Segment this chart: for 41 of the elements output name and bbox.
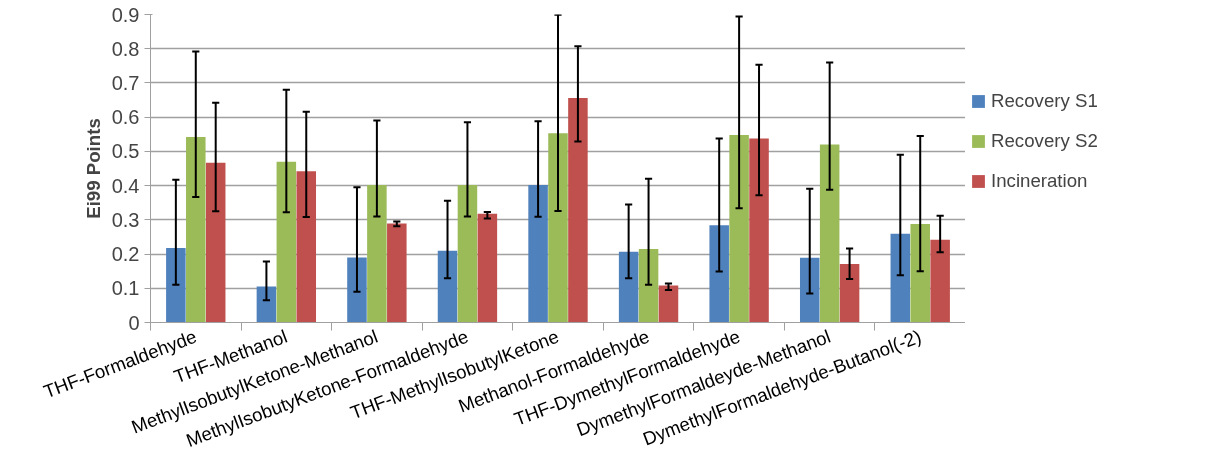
bar: [618, 251, 639, 323]
bar: [276, 161, 297, 323]
bar: [296, 171, 317, 323]
bar: [186, 137, 206, 323]
y-tick-label: 0.8: [111, 37, 140, 60]
bar: [256, 286, 277, 323]
bar: [387, 223, 407, 323]
y-tick-label: 0.5: [111, 140, 140, 163]
bar: [638, 248, 659, 323]
y-tick-label: 0.9: [111, 3, 140, 26]
bar: [437, 250, 458, 323]
y-tick-label: 0.1: [111, 277, 140, 300]
y-tick-label: 0.2: [111, 243, 140, 266]
bar: [166, 247, 186, 323]
bar: [890, 233, 911, 323]
bar: [347, 257, 367, 323]
legend-label: Recovery S2: [991, 130, 1098, 152]
bar: [548, 133, 568, 323]
bar: [477, 213, 498, 323]
y-axis-title: Ei99 Points: [82, 118, 104, 219]
y-tick-label: 0.3: [111, 208, 140, 231]
bar: [457, 184, 478, 323]
bar: [729, 134, 749, 323]
y-tick-label: 0: [128, 311, 140, 334]
bar: [658, 285, 679, 323]
bar: [709, 225, 729, 323]
bar: [819, 144, 840, 323]
legend-label: Incineration: [991, 170, 1088, 192]
bar: [839, 263, 860, 323]
y-tick-label: 0.7: [111, 71, 140, 94]
bar: [205, 162, 226, 323]
legend-label: Recovery S1: [991, 90, 1098, 112]
bar: [528, 184, 548, 323]
y-tick-label: 0.6: [111, 106, 140, 129]
bar: [910, 223, 930, 323]
bar: [799, 257, 820, 323]
bar: [749, 138, 769, 323]
bar: [367, 184, 387, 323]
bar: [568, 98, 588, 323]
y-tick-label: 0.4: [111, 174, 140, 197]
bar: [930, 239, 950, 323]
